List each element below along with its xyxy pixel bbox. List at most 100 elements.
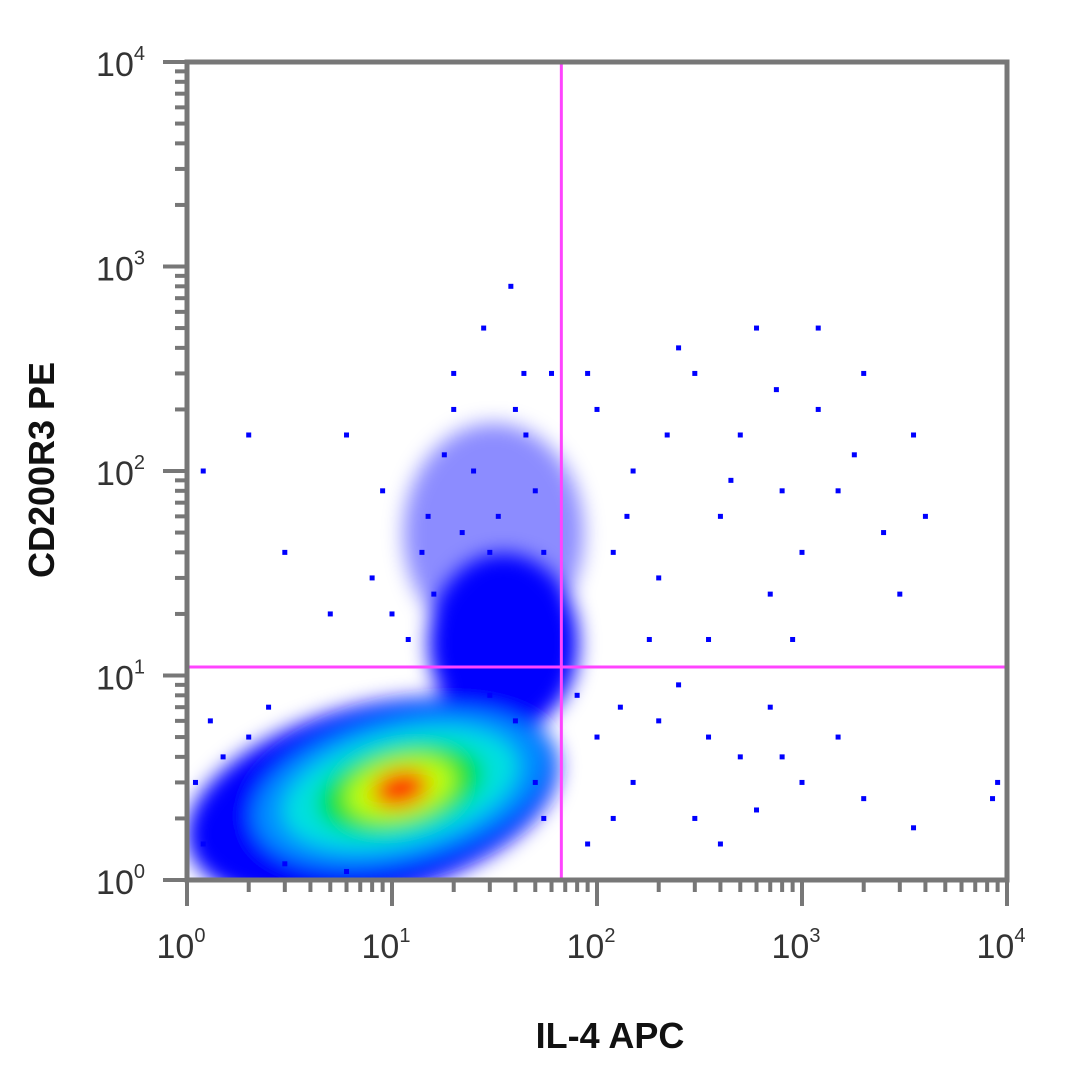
event-point (574, 692, 580, 698)
event-point (487, 549, 493, 555)
event-point (200, 841, 206, 847)
event-point (728, 477, 734, 483)
event-point (471, 468, 477, 474)
event-point (767, 704, 773, 710)
event-point (369, 575, 375, 581)
x-tick-label: 103 (772, 925, 821, 966)
event-point (451, 370, 457, 376)
y-tick-label: 101 (96, 657, 145, 698)
event-point (835, 488, 841, 494)
event-point (389, 611, 395, 617)
event-point (541, 549, 547, 555)
event-point (192, 779, 198, 785)
event-point (523, 682, 529, 688)
event-point (344, 869, 350, 875)
event-point (549, 370, 555, 376)
event-point (851, 452, 857, 458)
event-point (773, 387, 779, 393)
event-point (220, 754, 226, 760)
event-point (594, 406, 600, 412)
event-point (425, 513, 431, 519)
event-point (717, 841, 723, 847)
event-point (594, 734, 600, 740)
event-point (405, 636, 411, 642)
x-tick-label: 100 (157, 925, 206, 966)
x-tick-exponent: 3 (809, 925, 820, 947)
y-tick-label: 104 (96, 43, 145, 84)
event-point (692, 815, 698, 821)
event-point (911, 432, 917, 438)
density-tail-outer (403, 423, 584, 644)
event-point (624, 513, 630, 519)
density-level-5 (372, 769, 429, 808)
event-point (995, 779, 1001, 785)
event-point (344, 432, 350, 438)
event-point (664, 432, 670, 438)
event-point (815, 406, 821, 412)
event-point (282, 861, 288, 867)
points-layer (192, 283, 1001, 875)
y-tick-exponent: 4 (134, 43, 145, 65)
y-tick-label: 100 (96, 861, 145, 902)
x-tick-label: 101 (362, 925, 411, 966)
event-point (754, 325, 760, 331)
y-tick-exponent: 0 (134, 861, 145, 883)
event-point (779, 488, 785, 494)
x-axis-label: IL-4 APC (536, 1015, 685, 1056)
y-tick-label: 103 (96, 248, 145, 289)
event-point (911, 825, 917, 831)
event-point (512, 718, 518, 724)
event-point (481, 325, 487, 331)
x-tick-exponent: 4 (1014, 925, 1025, 947)
event-point (493, 620, 499, 626)
event-point (676, 345, 682, 351)
event-point (512, 406, 518, 412)
event-point (459, 530, 465, 536)
event-point (737, 754, 743, 760)
event-point (779, 754, 785, 760)
event-point (327, 611, 333, 617)
event-point (881, 530, 887, 536)
event-point (532, 488, 538, 494)
event-point (799, 549, 805, 555)
event-point (717, 513, 723, 519)
event-point (419, 549, 425, 555)
event-point (799, 779, 805, 785)
event-point (266, 704, 272, 710)
event-point (441, 452, 447, 458)
event-point (610, 815, 616, 821)
y-tick-exponent: 2 (134, 452, 145, 474)
event-point (610, 549, 616, 555)
event-point (706, 734, 712, 740)
x-tick-label: 102 (567, 925, 616, 966)
event-point (532, 779, 538, 785)
event-point (585, 370, 591, 376)
event-point (630, 779, 636, 785)
x-tick-exponent: 1 (399, 925, 410, 947)
event-point (282, 549, 288, 555)
event-point (835, 734, 841, 740)
x-tick-label: 104 (977, 925, 1026, 966)
event-point (246, 432, 252, 438)
y-tick-label: 102 (96, 452, 145, 493)
event-point (754, 807, 760, 813)
event-point (207, 718, 213, 724)
event-point (451, 406, 457, 412)
event-point (767, 591, 773, 597)
y-axis-label: CD200R3 PE (21, 362, 62, 578)
event-point (431, 591, 437, 597)
y-tick-exponent: 1 (134, 657, 145, 679)
event-point (617, 704, 623, 710)
event-point (487, 692, 493, 698)
event-point (656, 718, 662, 724)
event-point (630, 468, 636, 474)
event-point (737, 432, 743, 438)
event-point (656, 575, 662, 581)
event-point (861, 796, 867, 802)
event-point (676, 682, 682, 688)
event-point (508, 283, 514, 289)
event-point (541, 815, 547, 821)
event-point (922, 513, 928, 519)
x-tick-exponent: 0 (194, 925, 205, 947)
